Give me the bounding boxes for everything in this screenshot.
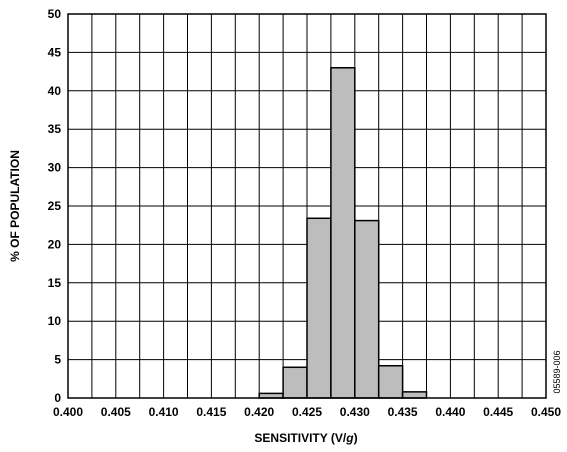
- histogram-bar: [330, 67, 356, 399]
- x-tick-label: 0.440: [435, 405, 465, 419]
- x-tick-label: 0.435: [388, 405, 418, 419]
- y-tick-labels: 0 5 10 15 20 25 30 35 40 45 50: [48, 7, 62, 405]
- y-tick-label: 45: [48, 45, 62, 59]
- histogram-bar: [401, 391, 428, 399]
- histogram-bar: [354, 219, 380, 399]
- x-tick-label: 0.410: [149, 405, 179, 419]
- y-tick-label: 30: [48, 161, 62, 175]
- y-tick-label: 25: [48, 199, 62, 213]
- y-tick-label: 20: [48, 237, 62, 251]
- x-tick-label: 0.415: [196, 405, 226, 419]
- y-tick-label: 0: [54, 391, 61, 405]
- figure-id: 05589-006: [552, 350, 562, 393]
- x-tick-label: 0.450: [531, 405, 561, 419]
- y-tick-label: 50: [48, 7, 62, 21]
- y-axis-title: % OF POPULATION: [8, 150, 22, 262]
- y-tick-label: 40: [48, 84, 62, 98]
- x-tick-label: 0.420: [244, 405, 274, 419]
- y-tick-label: 10: [48, 314, 62, 328]
- x-tick-label: 0.445: [483, 405, 513, 419]
- y-tick-label: 5: [54, 353, 61, 367]
- x-tick-labels: 0.400 0.405 0.410 0.415 0.420 0.425 0.430 0.435…: [53, 405, 561, 419]
- y-tick-label: 35: [48, 122, 62, 136]
- histogram-bar: [306, 217, 332, 399]
- x-tick-label: 0.405: [101, 405, 131, 419]
- histogram-bar: [377, 364, 404, 399]
- y-tick-label: 15: [48, 276, 62, 290]
- bars: [258, 67, 428, 399]
- x-tick-label: 0.430: [340, 405, 370, 419]
- x-tick-label: 0.425: [292, 405, 322, 419]
- histogram-bar: [282, 366, 308, 399]
- x-axis-title: SENSITIVITY (V/g): [254, 431, 357, 445]
- plot-frame: [67, 13, 547, 399]
- x-tick-label: 0.400: [53, 405, 83, 419]
